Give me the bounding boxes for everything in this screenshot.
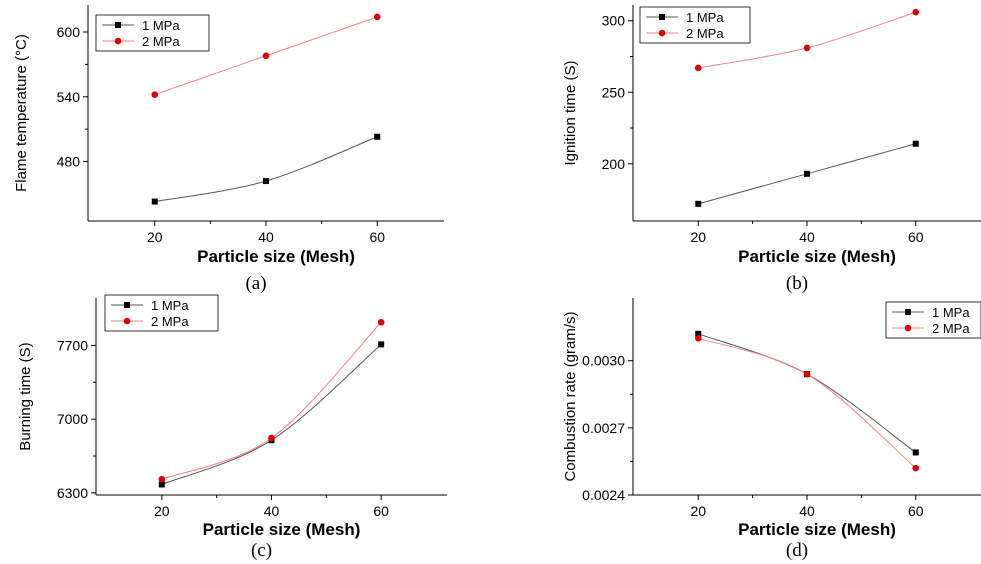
x-axis-title: Particle size (Mesh) — [203, 520, 361, 539]
y-axis-title: Flame temperature (°C) — [13, 34, 30, 192]
chart-panel-4: 20 40 60 0.0024 0.0027 0.0030 Particle size (M… — [562, 298, 981, 561]
data-point — [912, 449, 919, 456]
legend-marker — [658, 29, 666, 37]
data-point — [694, 334, 702, 342]
y-axis-title: Ignition time (S) — [562, 60, 579, 165]
legend-marker — [123, 317, 131, 325]
series-line-2 — [161, 321, 382, 480]
panel-label: (d) — [786, 540, 808, 561]
y-tick-label: 0.0030 — [582, 353, 625, 369]
y-tick-label: 200 — [602, 156, 626, 172]
y-tick-label: 480 — [57, 154, 81, 170]
data-point — [912, 464, 920, 472]
series-line-1 — [154, 136, 378, 203]
data-point — [263, 178, 269, 185]
x-tick-label: 60 — [908, 229, 924, 245]
legend-box — [95, 14, 210, 52]
series-line-1 — [161, 343, 382, 485]
y-tick-label: 0.0024 — [582, 487, 625, 503]
y-axis-title: Burning time (S) — [17, 342, 34, 450]
x-axis-title: Particle size (Mesh) — [738, 247, 896, 266]
chart-panel-1: 20 40 60 480 540 600 Particle size (Mesh) Flame… — [13, 5, 444, 294]
legend-label: 1 MPa — [142, 18, 180, 33]
data-point — [158, 481, 165, 488]
data-point — [151, 198, 158, 205]
data-point — [804, 170, 810, 177]
x-tick-label: 20 — [154, 503, 170, 519]
legend-label: 1 MPa — [686, 10, 724, 25]
data-point — [695, 330, 702, 337]
data-point — [912, 8, 920, 16]
legend-box — [885, 301, 981, 339]
legend-marker — [114, 37, 122, 45]
data-point — [912, 140, 919, 147]
y-tick-label: 7700 — [57, 337, 88, 353]
data-point — [803, 44, 811, 52]
legend-label: 1 MPa — [151, 298, 189, 313]
legend-box — [639, 6, 751, 44]
data-point — [695, 200, 702, 207]
data-point — [262, 52, 270, 60]
data-point — [374, 133, 381, 140]
x-tick-label: 40 — [799, 229, 815, 245]
legend-marker — [124, 302, 130, 308]
x-tick-label: 20 — [147, 229, 163, 245]
legend-marker — [115, 22, 121, 28]
legend-marker — [904, 324, 912, 332]
x-tick-label: 20 — [690, 229, 706, 245]
x-tick-label: 40 — [258, 229, 274, 245]
x-tick-label: 60 — [908, 503, 924, 519]
data-point — [377, 318, 385, 326]
x-tick-label: 20 — [690, 503, 706, 519]
chart-panel-2: 20 40 60 200 250 300 Particle size (Mesh) Ignit… — [562, 5, 981, 294]
x-tick-label: 40 — [264, 503, 280, 519]
data-point — [803, 370, 811, 378]
x-axis-title: Particle size (Mesh) — [197, 247, 355, 266]
legend-marker — [659, 14, 665, 20]
x-tick-label: 60 — [369, 229, 385, 245]
data-point — [268, 434, 275, 442]
y-tick-label: 540 — [57, 89, 81, 105]
data-point — [158, 475, 166, 483]
panel-label: (b) — [786, 273, 808, 294]
legend-label: 2 MPa — [142, 34, 180, 49]
panel-label: (c) — [251, 540, 272, 561]
x-tick-label: 60 — [373, 503, 389, 519]
legend-label: 1 MPa — [932, 305, 970, 320]
y-tick-label: 300 — [602, 13, 626, 29]
y-tick-label: 6300 — [57, 485, 88, 501]
series-line-2 — [698, 337, 917, 469]
data-point — [694, 64, 702, 72]
x-tick-label: 40 — [799, 503, 815, 519]
y-tick-label: 250 — [602, 84, 626, 100]
legend-label: 2 MPa — [151, 314, 189, 329]
chart-panel-3: 20 40 60 6300 7000 7700 Particle size (Mesh) Bu… — [17, 294, 447, 561]
y-tick-label: 7000 — [57, 411, 88, 427]
legend-label: 2 MPa — [932, 321, 970, 336]
series-line-1 — [698, 333, 917, 453]
legend-marker — [905, 309, 911, 315]
legend-box — [104, 294, 219, 332]
y-tick-label: 600 — [57, 24, 81, 40]
legend-label: 2 MPa — [686, 26, 724, 41]
y-axis-title: Combustion rate (gram/s) — [562, 311, 579, 481]
data-point — [151, 91, 159, 98]
y-tick-label: 0.0027 — [582, 420, 625, 436]
data-point — [373, 13, 381, 21]
panel-label: (a) — [245, 273, 266, 294]
x-axis-title: Particle size (Mesh) — [738, 520, 896, 539]
data-point — [378, 341, 385, 348]
